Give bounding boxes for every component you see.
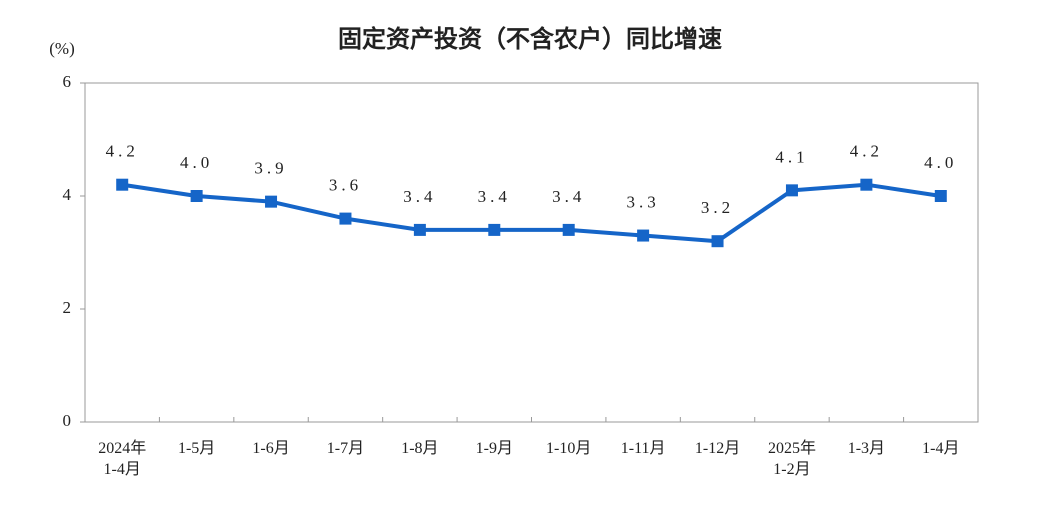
data-point [562,223,575,236]
x-tick-label: 1-7月 [326,440,365,457]
plot-frame [84,82,979,423]
x-tick-label: 1-4月 [922,440,960,457]
x-tick-label: 2024年 1-4月 [98,440,147,478]
x-tick-label: 1-9月 [475,440,513,457]
data-label: 4.0 [924,153,957,172]
data-label: 3.3 [627,192,660,211]
data-label: 4.2 [850,142,883,161]
y-tick-label: 6 [63,72,72,91]
data-point [934,190,947,202]
x-tick-label: 2025年 1-2月 [767,440,816,478]
data-point [785,184,798,197]
data-line [121,182,942,244]
data-label: 3.6 [329,176,362,195]
data-label: 3.9 [254,159,287,178]
data-point [265,195,278,208]
y-tick-label: 2 [63,298,72,317]
data-label: 4.2 [106,142,139,161]
data-label: 4.0 [180,153,213,172]
data-point [488,223,501,236]
y-tick-label: 0 [63,411,72,430]
x-tick-label: 1-8月 [401,440,439,457]
x-tick-label: 1-3月 [847,440,886,457]
data-point [190,190,203,202]
y-axis-label: (%) [49,39,74,58]
data-label: 3.4 [478,187,511,206]
data-point [413,223,426,236]
data-point [339,212,352,225]
chart-title: 固定资产投资（不含农户）同比增速 [338,25,722,53]
data-label: 3.4 [403,187,436,206]
y-tick-label: 4 [63,185,72,204]
x-tick-label: 1-6月 [252,440,290,457]
data-point [860,178,873,191]
data-label: 3.2 [701,198,734,217]
x-tick-label: 1-10月 [546,440,592,457]
data-label: 3.4 [552,187,585,206]
x-tick-label: 1-11月 [620,440,666,457]
data-point [711,235,724,248]
x-tick-label: 1-5月 [177,440,216,457]
data-point [637,229,650,242]
data-label: 4.1 [775,147,808,166]
x-tick-label: 1-12月 [694,440,741,457]
data-point [116,178,129,191]
